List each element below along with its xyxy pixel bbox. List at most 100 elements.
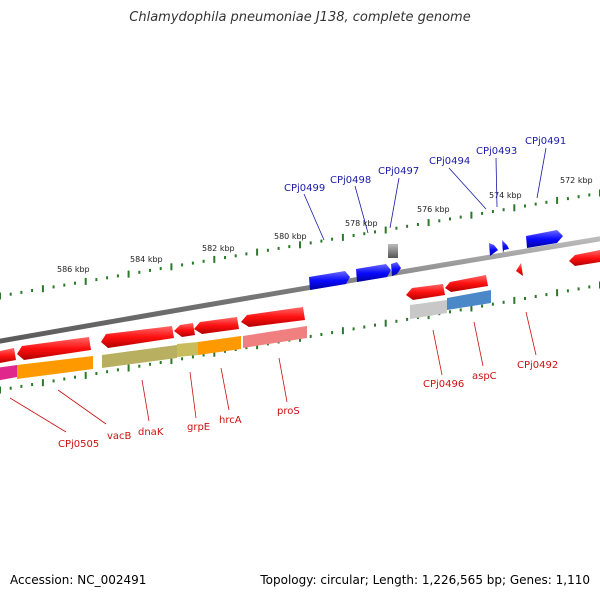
gene-label-CPj0492[interactable]: CPj0492: [517, 360, 558, 371]
scale-tick: [20, 384, 23, 388]
gene-label-dnaK[interactable]: dnaK: [138, 427, 164, 438]
gene-arrow-CPj0490[interactable]: [569, 250, 600, 266]
scale-tick: [491, 210, 494, 213]
scale-tick: [31, 289, 34, 292]
scale-label-576kbp: 576 kbp: [417, 205, 450, 214]
scale-tick: [266, 248, 269, 252]
feature-bar-CPj0496: [410, 300, 447, 319]
leader-CPj0491: [536, 147, 547, 199]
reverse-strand-genes: [0, 250, 600, 364]
scale-tick: [181, 357, 184, 361]
scale-label-574kbp: 574 kbp: [489, 191, 522, 200]
scale-tick: [74, 375, 76, 379]
scale-tick: [374, 230, 376, 234]
gene-arrow-grpE[interactable]: [174, 323, 195, 337]
feature-bar-aspC: [447, 290, 491, 310]
scale-tick: [449, 217, 451, 221]
gene-arrow-CPj0491[interactable]: [526, 230, 563, 248]
gene-label-CPj0505[interactable]: CPj0505: [58, 439, 99, 450]
leader-vacB: [57, 389, 107, 425]
scale-tick: [159, 361, 162, 364]
scale-tick: [191, 261, 194, 265]
gene-arrow-CPj0493[interactable]: [502, 240, 509, 253]
scale-tick: [374, 323, 376, 327]
leader-CPj0499: [303, 193, 325, 241]
gene-arrow-CPj0498[interactable]: [356, 264, 391, 282]
scale-tick: [41, 379, 44, 387]
scale-tick: [277, 246, 280, 250]
scale-tick: [384, 226, 387, 234]
leader-hrcA: [220, 367, 230, 411]
gene-label-CPj0499[interactable]: CPj0499: [284, 183, 325, 194]
gene-arrow-CPj0492[interactable]: [516, 263, 523, 276]
scale-tick: [320, 239, 323, 243]
scale-tick: [395, 226, 398, 230]
gene-arrow-CPj0505[interactable]: [0, 348, 16, 364]
accession-label: Accession: NC_002491: [10, 573, 147, 587]
gene-label-CPj0493[interactable]: CPj0493: [476, 146, 517, 157]
forward-strand-genes: [309, 230, 563, 290]
gene-label-CPj0491[interactable]: CPj0491: [525, 136, 566, 147]
scale-tick: [406, 317, 409, 321]
scale-tick: [481, 304, 484, 308]
gene-label-CPj0497[interactable]: CPj0497: [378, 166, 419, 177]
scale-tick: [556, 196, 559, 204]
feature-bar-vacB: [17, 356, 93, 379]
scale-tick: [309, 241, 312, 245]
scale-tick: [534, 202, 537, 206]
scale-tick: [331, 237, 334, 241]
leader-CPj0494: [448, 167, 487, 210]
gene-label-hrcA[interactable]: hrcA: [219, 415, 242, 426]
gene-label-CPj0498[interactable]: CPj0498: [330, 175, 371, 186]
scale-tick: [545, 293, 548, 297]
scale-tick: [202, 259, 205, 263]
scale-tick: [245, 346, 248, 350]
scale-tick: [352, 327, 355, 331]
leader-CPj0493: [495, 157, 498, 208]
gene-arrow-aspC[interactable]: [445, 275, 488, 292]
genome-backbone: [0, 236, 600, 344]
gene-arrow-CPj0499[interactable]: [309, 271, 350, 290]
gene-arrow-hrcA[interactable]: [194, 317, 239, 334]
gene-label-CPj0496[interactable]: CPj0496: [423, 379, 464, 390]
leader-CPj0497: [389, 177, 400, 229]
leader-CPj0496: [432, 329, 443, 376]
scale-tick: [127, 364, 130, 372]
gene-arrow-dnaK[interactable]: [101, 326, 174, 348]
scale-tick: [416, 223, 419, 226]
gene-label-grpE[interactable]: grpE: [187, 422, 210, 433]
gene-label-aspC[interactable]: aspC: [472, 371, 497, 382]
gene-label-vacB[interactable]: vacB: [107, 431, 132, 442]
leader-CPj0498: [354, 185, 369, 234]
gene-arrow-CPj0497[interactable]: [391, 262, 401, 276]
leader-aspC: [473, 321, 484, 367]
scale-tick: [438, 219, 441, 223]
scale-tick: [224, 256, 226, 260]
scale-tick: [534, 295, 537, 298]
genome-info-label: Topology: circular; Length: 1,226,565 bp…: [260, 573, 590, 587]
scale-tick: [524, 297, 526, 300]
scale-tick: [566, 197, 569, 201]
scale-tick: [224, 349, 226, 353]
gene-arrow-vacB[interactable]: [17, 337, 91, 360]
scale-tick: [127, 270, 130, 278]
scale-tick: [63, 283, 66, 287]
scale-tick: [320, 333, 323, 336]
scale-tick: [245, 252, 248, 256]
gene-label-proS[interactable]: proS: [277, 406, 300, 417]
scale-tick: [149, 268, 151, 272]
gene-arrow-CPj0494[interactable]: [489, 243, 498, 256]
scale-tick: [138, 270, 141, 274]
scale-tick: [52, 285, 55, 289]
scale-tick: [459, 215, 462, 219]
gene-arrow-proS[interactable]: [241, 307, 305, 327]
scale-tick: [577, 195, 580, 199]
scale-tick: [395, 319, 398, 323]
gene-label-CPj0494[interactable]: CPj0494: [429, 156, 470, 167]
scale-tick: [588, 193, 591, 197]
scale-tick: [256, 248, 259, 256]
scale-tick: [159, 267, 162, 271]
gene-arrow-CPj0496[interactable]: [406, 284, 445, 300]
